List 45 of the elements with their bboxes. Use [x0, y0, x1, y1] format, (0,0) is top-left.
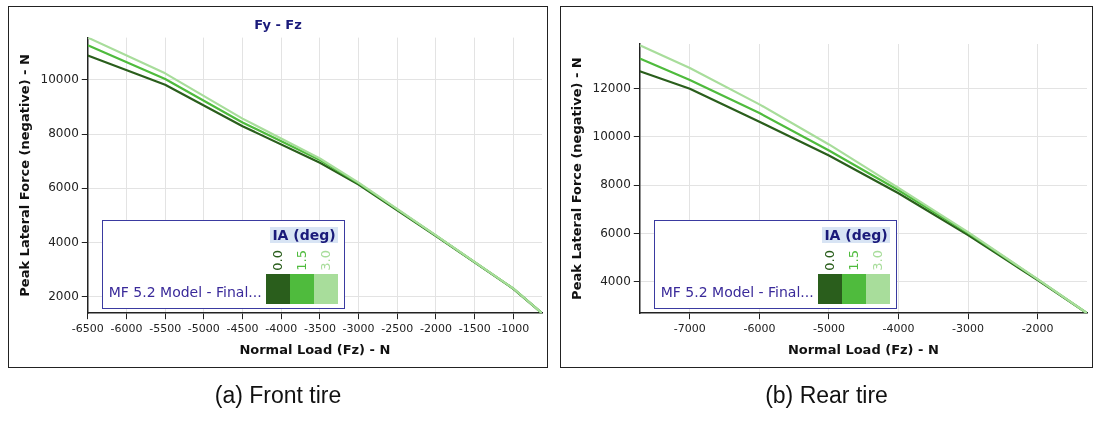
x-tick-label: -1000 — [497, 321, 530, 335]
y-tick-label: 4000 — [600, 273, 631, 288]
y-axis-title: Peak Lateral Force (negative) - N — [569, 57, 585, 300]
x-tick-label: -7000 — [673, 321, 706, 335]
x-tick-label: -2500 — [381, 321, 414, 335]
annotation: MF 5.2 Model - Final... — [660, 283, 814, 302]
x-tick-label: -4000 — [265, 321, 298, 335]
x-tick-label: -6000 — [110, 321, 143, 335]
text: 3.0 — [318, 250, 334, 271]
text: 1.5 — [294, 250, 310, 271]
x-axis-title: Normal Load (Fz) - N — [239, 341, 391, 357]
y-tick-label: 2000 — [48, 288, 79, 303]
y-tick-label: 10000 — [592, 129, 631, 144]
x-tick-label: -6000 — [743, 321, 776, 335]
x-tick-label: -3500 — [303, 321, 336, 335]
x-tick-label: -5000 — [812, 321, 845, 335]
y-axis-title: Peak Lateral Force (negative) - N — [17, 54, 33, 297]
x-tick-label: -6500 — [71, 321, 104, 335]
x-tick-label: -1500 — [458, 321, 491, 335]
x-tick-label: -2000 — [1021, 321, 1054, 335]
x-axis-title: Normal Load (Fz) - N — [787, 341, 939, 357]
text: 3.0 — [870, 250, 886, 271]
annotation: MF 5.2 Model - Final... — [108, 283, 262, 302]
y-tick-label: 10000 — [40, 72, 79, 86]
text: 0.0 — [822, 250, 838, 271]
x-tick-label: -4500 — [226, 321, 259, 335]
text: 1.5 — [846, 250, 862, 271]
legend-title: IA (deg) — [270, 227, 338, 244]
x-tick-label: -5000 — [187, 321, 220, 335]
x-tick-label: -2000 — [420, 321, 452, 335]
y-tick-label: 8000 — [48, 126, 79, 141]
y-tick-label: 6000 — [48, 180, 79, 195]
y-tick-label: 4000 — [48, 234, 79, 249]
x-tick-label: -4000 — [882, 321, 915, 335]
y-tick-label: 12000 — [592, 80, 631, 95]
x-tick-label: -3000 — [952, 321, 985, 335]
text: (b) Rear tire — [764, 382, 889, 409]
chart-title: Fy - Fz — [254, 17, 302, 33]
x-tick-label: -3000 — [342, 321, 375, 335]
text: (a) Front tire — [213, 382, 343, 409]
y-tick-label: 6000 — [600, 225, 631, 240]
x-tick-label: -5500 — [149, 321, 182, 335]
text: 0.0 — [270, 250, 286, 271]
legend-title: IA (deg) — [822, 227, 890, 244]
y-tick-label: 8000 — [600, 177, 631, 192]
